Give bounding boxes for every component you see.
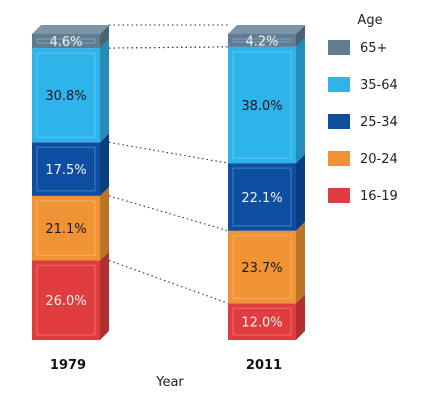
- bar-2011-35-64-bevel: [232, 51, 292, 159]
- x-axis-title: Year: [155, 375, 184, 390]
- bar-2011-16-19-front: [228, 303, 296, 340]
- legend-label-65: 65+: [360, 41, 387, 56]
- connector-line-65-base: [108, 46, 229, 49]
- bar-2011-16-19-side: [296, 294, 305, 340]
- connector-line-1: [108, 259, 229, 304]
- x-tick-1979: 1979: [50, 358, 86, 373]
- bar-1979-35-64-side: [100, 39, 109, 143]
- segment-label-1979-35-64: 30.8%: [45, 89, 86, 104]
- legend: Age 65+ 35-64 25-34 20-24 16-19: [328, 13, 398, 204]
- segment-label-1979-25-34: 17.5%: [45, 163, 86, 178]
- legend-label-35-64: 35-64: [360, 78, 398, 93]
- segment-label-2011-20-24: 23.7%: [241, 261, 282, 276]
- bar-1979-16-19-side: [100, 251, 109, 340]
- legend-label-16-19: 16-19: [360, 189, 398, 204]
- bar-2011-20-24-front: [228, 230, 296, 304]
- bar-2011-35-64-front: [228, 46, 296, 164]
- bar-2011-25-34-front: [228, 163, 296, 231]
- x-tick-2011: 2011: [246, 358, 282, 373]
- legend-swatch-35-64: [328, 77, 350, 92]
- bar-2011-35-64-side: [296, 37, 305, 164]
- x-axis: 1979 2011 Year: [50, 358, 282, 390]
- segment-label-2011-35-64: 38.0%: [241, 99, 282, 114]
- connector-lines: [108, 24, 229, 304]
- bar-1979-35-64-front: [32, 48, 100, 143]
- bar-2011-25-34-bevel: [232, 167, 292, 227]
- bar-2011-20-24-bevel: [232, 235, 292, 299]
- bar-1979-35-64-bevel: [36, 52, 96, 138]
- bar-2011-16-19-bevel: [232, 307, 292, 336]
- bar-2011-65-front: [228, 34, 296, 47]
- bar-2011-65-bevel: [232, 38, 292, 43]
- bar-2011-20-24-side: [296, 221, 305, 304]
- bar-1979-25-34-bevel: [36, 146, 96, 192]
- bar-1979-20-24-bevel: [36, 200, 96, 257]
- bar-1979-65-top: [32, 25, 109, 34]
- segment-label-2011-16-19: 12.0%: [241, 316, 282, 331]
- legend-swatch-65: [328, 40, 350, 55]
- legend-swatch-20-24: [328, 151, 350, 166]
- bar-1979-25-34-side: [100, 133, 109, 196]
- segment-label-1979-16-19: 26.0%: [45, 294, 86, 309]
- legend-swatch-16-19: [328, 188, 350, 203]
- bar-2011-65-top: [228, 25, 305, 34]
- bar-1979-16-19-front: [32, 260, 100, 340]
- bar-1979-65-side: [100, 25, 109, 49]
- bar-1979-25-34-front: [32, 142, 100, 196]
- bar-2011-25-34-side: [296, 154, 305, 231]
- connector-line-3: [108, 141, 229, 164]
- connector-line-2: [108, 195, 229, 232]
- segment-label-1979-20-24: 21.1%: [45, 222, 86, 237]
- bar-1979-20-24-side: [100, 186, 109, 261]
- bar-1979-65-bevel: [36, 38, 96, 44]
- segment-label-1979-65: 4.6%: [49, 35, 82, 50]
- segment-labels: 26.0% 21.1% 17.5% 30.8% 4.6% 12.0% 23.7% 22.1% 3…: [45, 34, 282, 330]
- legend-label-20-24: 20-24: [360, 152, 398, 167]
- legend-label-25-34: 25-34: [360, 115, 398, 130]
- bar-1979-16-19-bevel: [36, 264, 96, 336]
- bar-1979-65-front: [32, 34, 100, 49]
- segment-label-2011-65: 4.2%: [245, 34, 278, 49]
- bar-1979-20-24-front: [32, 195, 100, 261]
- bar-2011-65-side: [296, 25, 305, 47]
- segment-label-2011-25-34: 22.1%: [241, 191, 282, 206]
- legend-title: Age: [357, 13, 382, 28]
- bars-layer: [32, 25, 305, 340]
- legend-swatch-25-34: [328, 114, 350, 129]
